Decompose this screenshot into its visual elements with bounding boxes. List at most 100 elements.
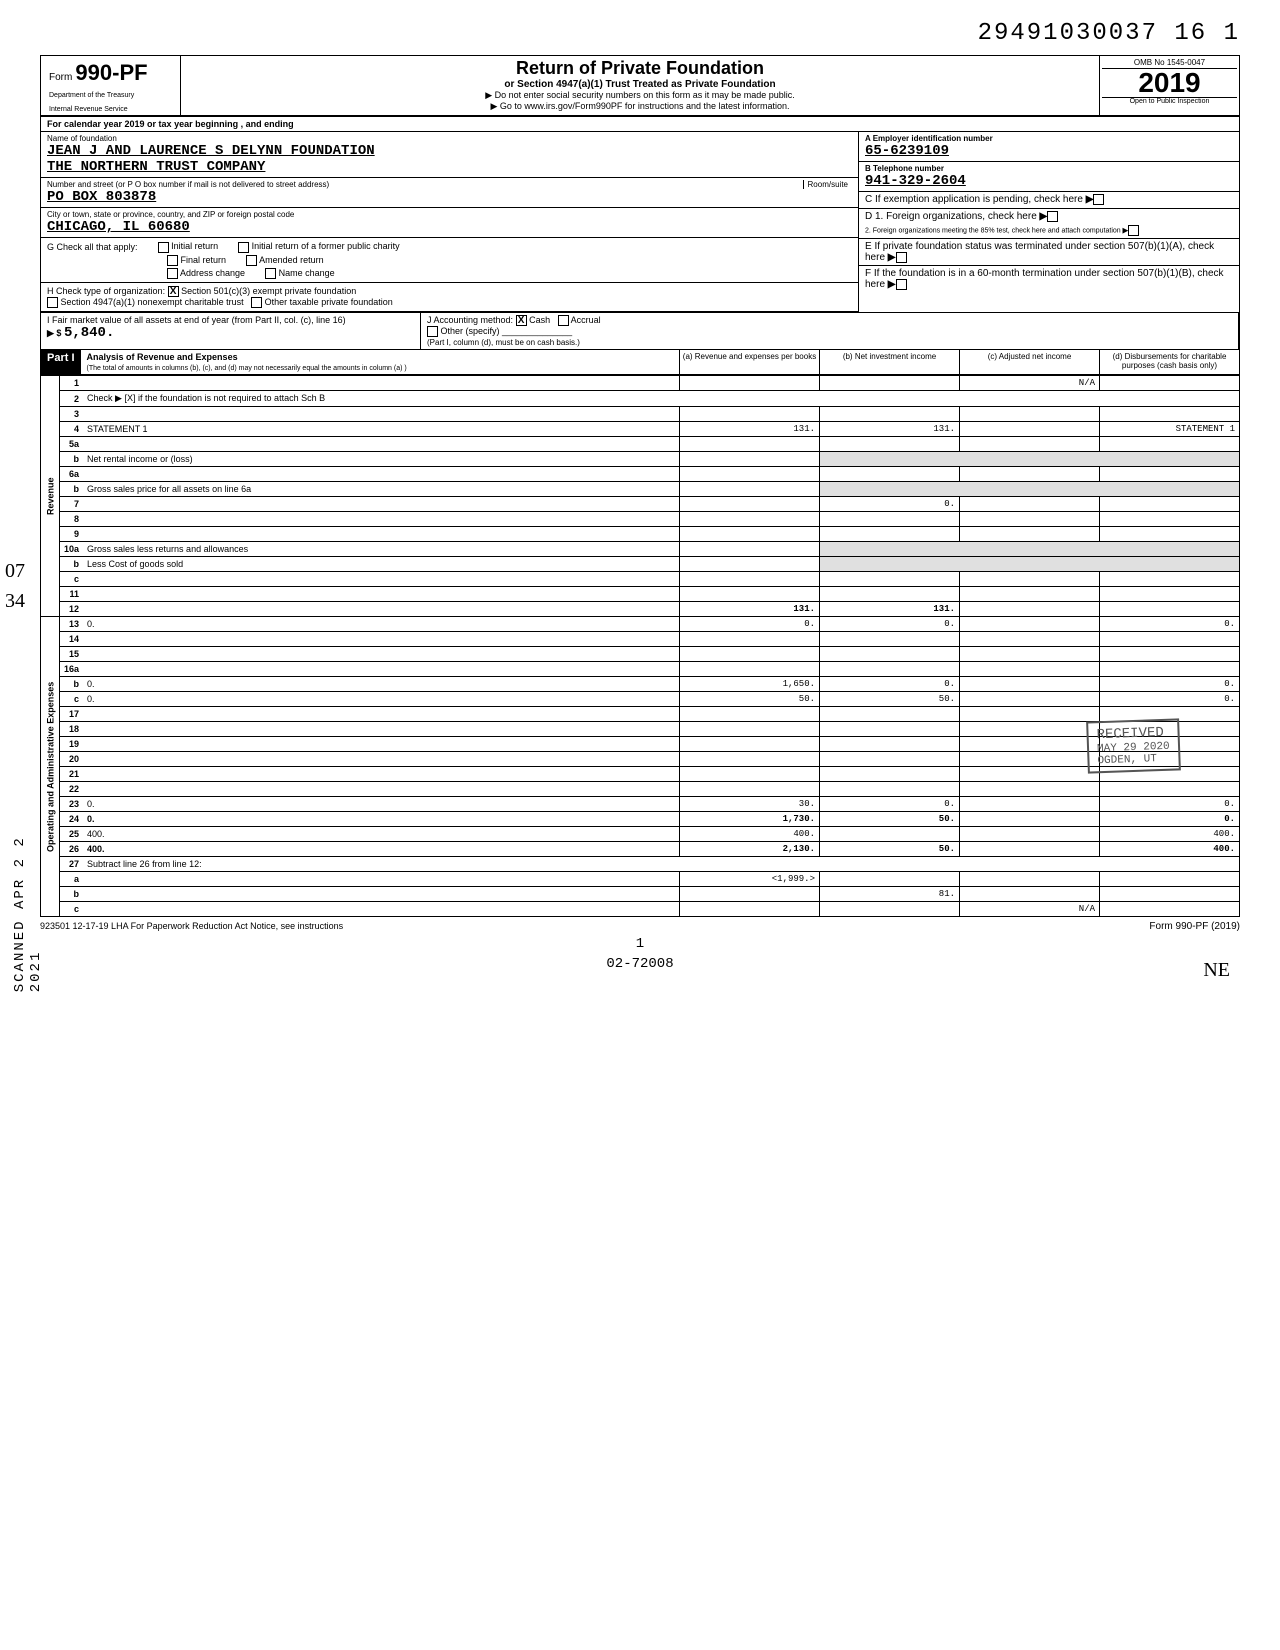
amount-col-a	[680, 722, 820, 737]
other-method-checkbox[interactable]	[427, 326, 438, 337]
table-row: c0.50.50.0.	[41, 692, 1240, 707]
amount-col-c	[960, 437, 1100, 452]
name-change-checkbox[interactable]	[265, 268, 276, 279]
501c3-checkbox[interactable]: X	[168, 286, 179, 297]
table-row: bNet rental income or (loss)	[41, 452, 1240, 467]
amount-col-b	[820, 752, 960, 767]
amount-col-a	[680, 782, 820, 797]
line-description	[83, 722, 679, 737]
amount-col-d	[1100, 512, 1240, 527]
title-box: Return of Private Foundation or Section …	[181, 56, 1099, 115]
box-f-label: F If the foundation is in a 60-month ter…	[865, 268, 1224, 290]
opt-other: Other taxable private foundation	[265, 297, 393, 307]
part1-label: Part I	[41, 350, 81, 374]
box-c-checkbox[interactable]	[1093, 194, 1104, 205]
line-description: Less Cost of goods sold	[83, 557, 679, 572]
amount-col-c	[960, 692, 1100, 707]
amount-col-a: 2,130.	[680, 842, 820, 857]
received-stamp: RECEIVED MAY 29 2020 OGDEN, UT	[1086, 718, 1180, 773]
amount-col-a	[680, 512, 820, 527]
amount-col-a	[680, 647, 820, 662]
amount-col-c: N/A	[960, 376, 1100, 391]
amount-col-c	[960, 572, 1100, 587]
address-change-checkbox[interactable]	[167, 268, 178, 279]
analysis-table: Revenue1N/A2Check ▶ [X] if the foundatio…	[40, 375, 1240, 917]
name-cell: Name of foundation JEAN J AND LAURENCE S…	[41, 132, 858, 178]
line-description	[83, 767, 679, 782]
opt-amended: Amended return	[259, 255, 324, 265]
amount-col-c	[960, 752, 1100, 767]
received-ogden: OGDEN, UT	[1098, 753, 1171, 768]
table-row: 20	[41, 752, 1240, 767]
line-number: 7	[60, 497, 84, 512]
fmv-arrow: ▶ $	[47, 328, 61, 338]
line-description	[83, 512, 679, 527]
amount-col-c	[960, 602, 1100, 617]
final-return-checkbox[interactable]	[167, 255, 178, 266]
amount-col-a: 1,650.	[680, 677, 820, 692]
accrual-checkbox[interactable]	[558, 315, 569, 326]
line-number: 6a	[60, 467, 84, 482]
line-description	[83, 497, 679, 512]
amount-col-d: 400.	[1100, 827, 1240, 842]
table-row: 70.	[41, 497, 1240, 512]
box-d2-label: 2. Foreign organizations meeting the 85%…	[865, 227, 1121, 234]
form-header: Form 990-PF Department of the Treasury I…	[40, 55, 1240, 117]
line-description: Check ▶ [X] if the foundation is not req…	[83, 391, 1239, 407]
form-prefix: Form	[49, 72, 72, 83]
amount-col-b	[820, 407, 960, 422]
line-number: 13	[60, 617, 84, 632]
other-taxable-checkbox[interactable]	[251, 297, 262, 308]
info-left: Name of foundation JEAN J AND LAURENCE S…	[41, 132, 859, 312]
check-h-row: H Check type of organization: X Section …	[41, 283, 858, 312]
table-row: 240.1,730.50.0.	[41, 812, 1240, 827]
table-row: 15	[41, 647, 1240, 662]
amount-col-b	[820, 572, 960, 587]
amount-col-a	[680, 407, 820, 422]
box-f-checkbox[interactable]	[896, 279, 907, 290]
fmv-label: I Fair market value of all assets at end…	[47, 315, 346, 325]
table-row: 5a	[41, 437, 1240, 452]
amended-return-checkbox[interactable]	[246, 255, 257, 266]
opt-initial: Initial return	[171, 241, 218, 251]
amount-col-d: 0.	[1100, 677, 1240, 692]
part1-title: Analysis of Revenue and Expenses	[87, 352, 238, 362]
form-box: Form 990-PF Department of the Treasury I…	[41, 56, 181, 115]
table-row: 26400.2,130.50.400.	[41, 842, 1240, 857]
footer-right: Form 990-PF (2019)	[1149, 921, 1240, 932]
table-row: 17	[41, 707, 1240, 722]
4947-checkbox[interactable]	[47, 297, 58, 308]
amount-col-b	[820, 782, 960, 797]
table-row: a<1,999.>	[41, 872, 1240, 887]
line-description	[83, 572, 679, 587]
part1-header: Part I Analysis of Revenue and Expenses …	[40, 350, 1240, 375]
line-number: b	[60, 482, 84, 497]
form-number: 990-PF	[75, 60, 147, 85]
line-number: 22	[60, 782, 84, 797]
box-d2-checkbox[interactable]	[1128, 225, 1139, 236]
amount-col-b: 50.	[820, 692, 960, 707]
line-number: 21	[60, 767, 84, 782]
line-number: a	[60, 872, 84, 887]
part1-title-cell: Analysis of Revenue and Expenses (The to…	[81, 350, 679, 374]
amount-col-b	[820, 827, 960, 842]
amount-col-d: 0.	[1100, 692, 1240, 707]
ein-value: 65-6239109	[865, 143, 1233, 159]
table-row: 22	[41, 782, 1240, 797]
amount-col-d	[1100, 527, 1240, 542]
amount-col-c	[960, 467, 1100, 482]
amount-col-d: 0.	[1100, 617, 1240, 632]
cash-checkbox[interactable]: X	[516, 315, 527, 326]
box-d1-checkbox[interactable]	[1047, 211, 1058, 222]
amount-col-d: 0.	[1100, 812, 1240, 827]
amount-col-d	[1100, 572, 1240, 587]
form-note1: ▶ Do not enter social security numbers o…	[185, 90, 1095, 101]
table-row: 8	[41, 512, 1240, 527]
amount-col-a: 131.	[680, 422, 820, 437]
line-description: 0.	[83, 617, 679, 632]
amount-col-a: 1,730.	[680, 812, 820, 827]
initial-return-checkbox[interactable]	[158, 242, 169, 253]
box-e-label: E If private foundation status was termi…	[865, 241, 1214, 263]
initial-charity-checkbox[interactable]	[238, 242, 249, 253]
box-e-checkbox[interactable]	[896, 252, 907, 263]
